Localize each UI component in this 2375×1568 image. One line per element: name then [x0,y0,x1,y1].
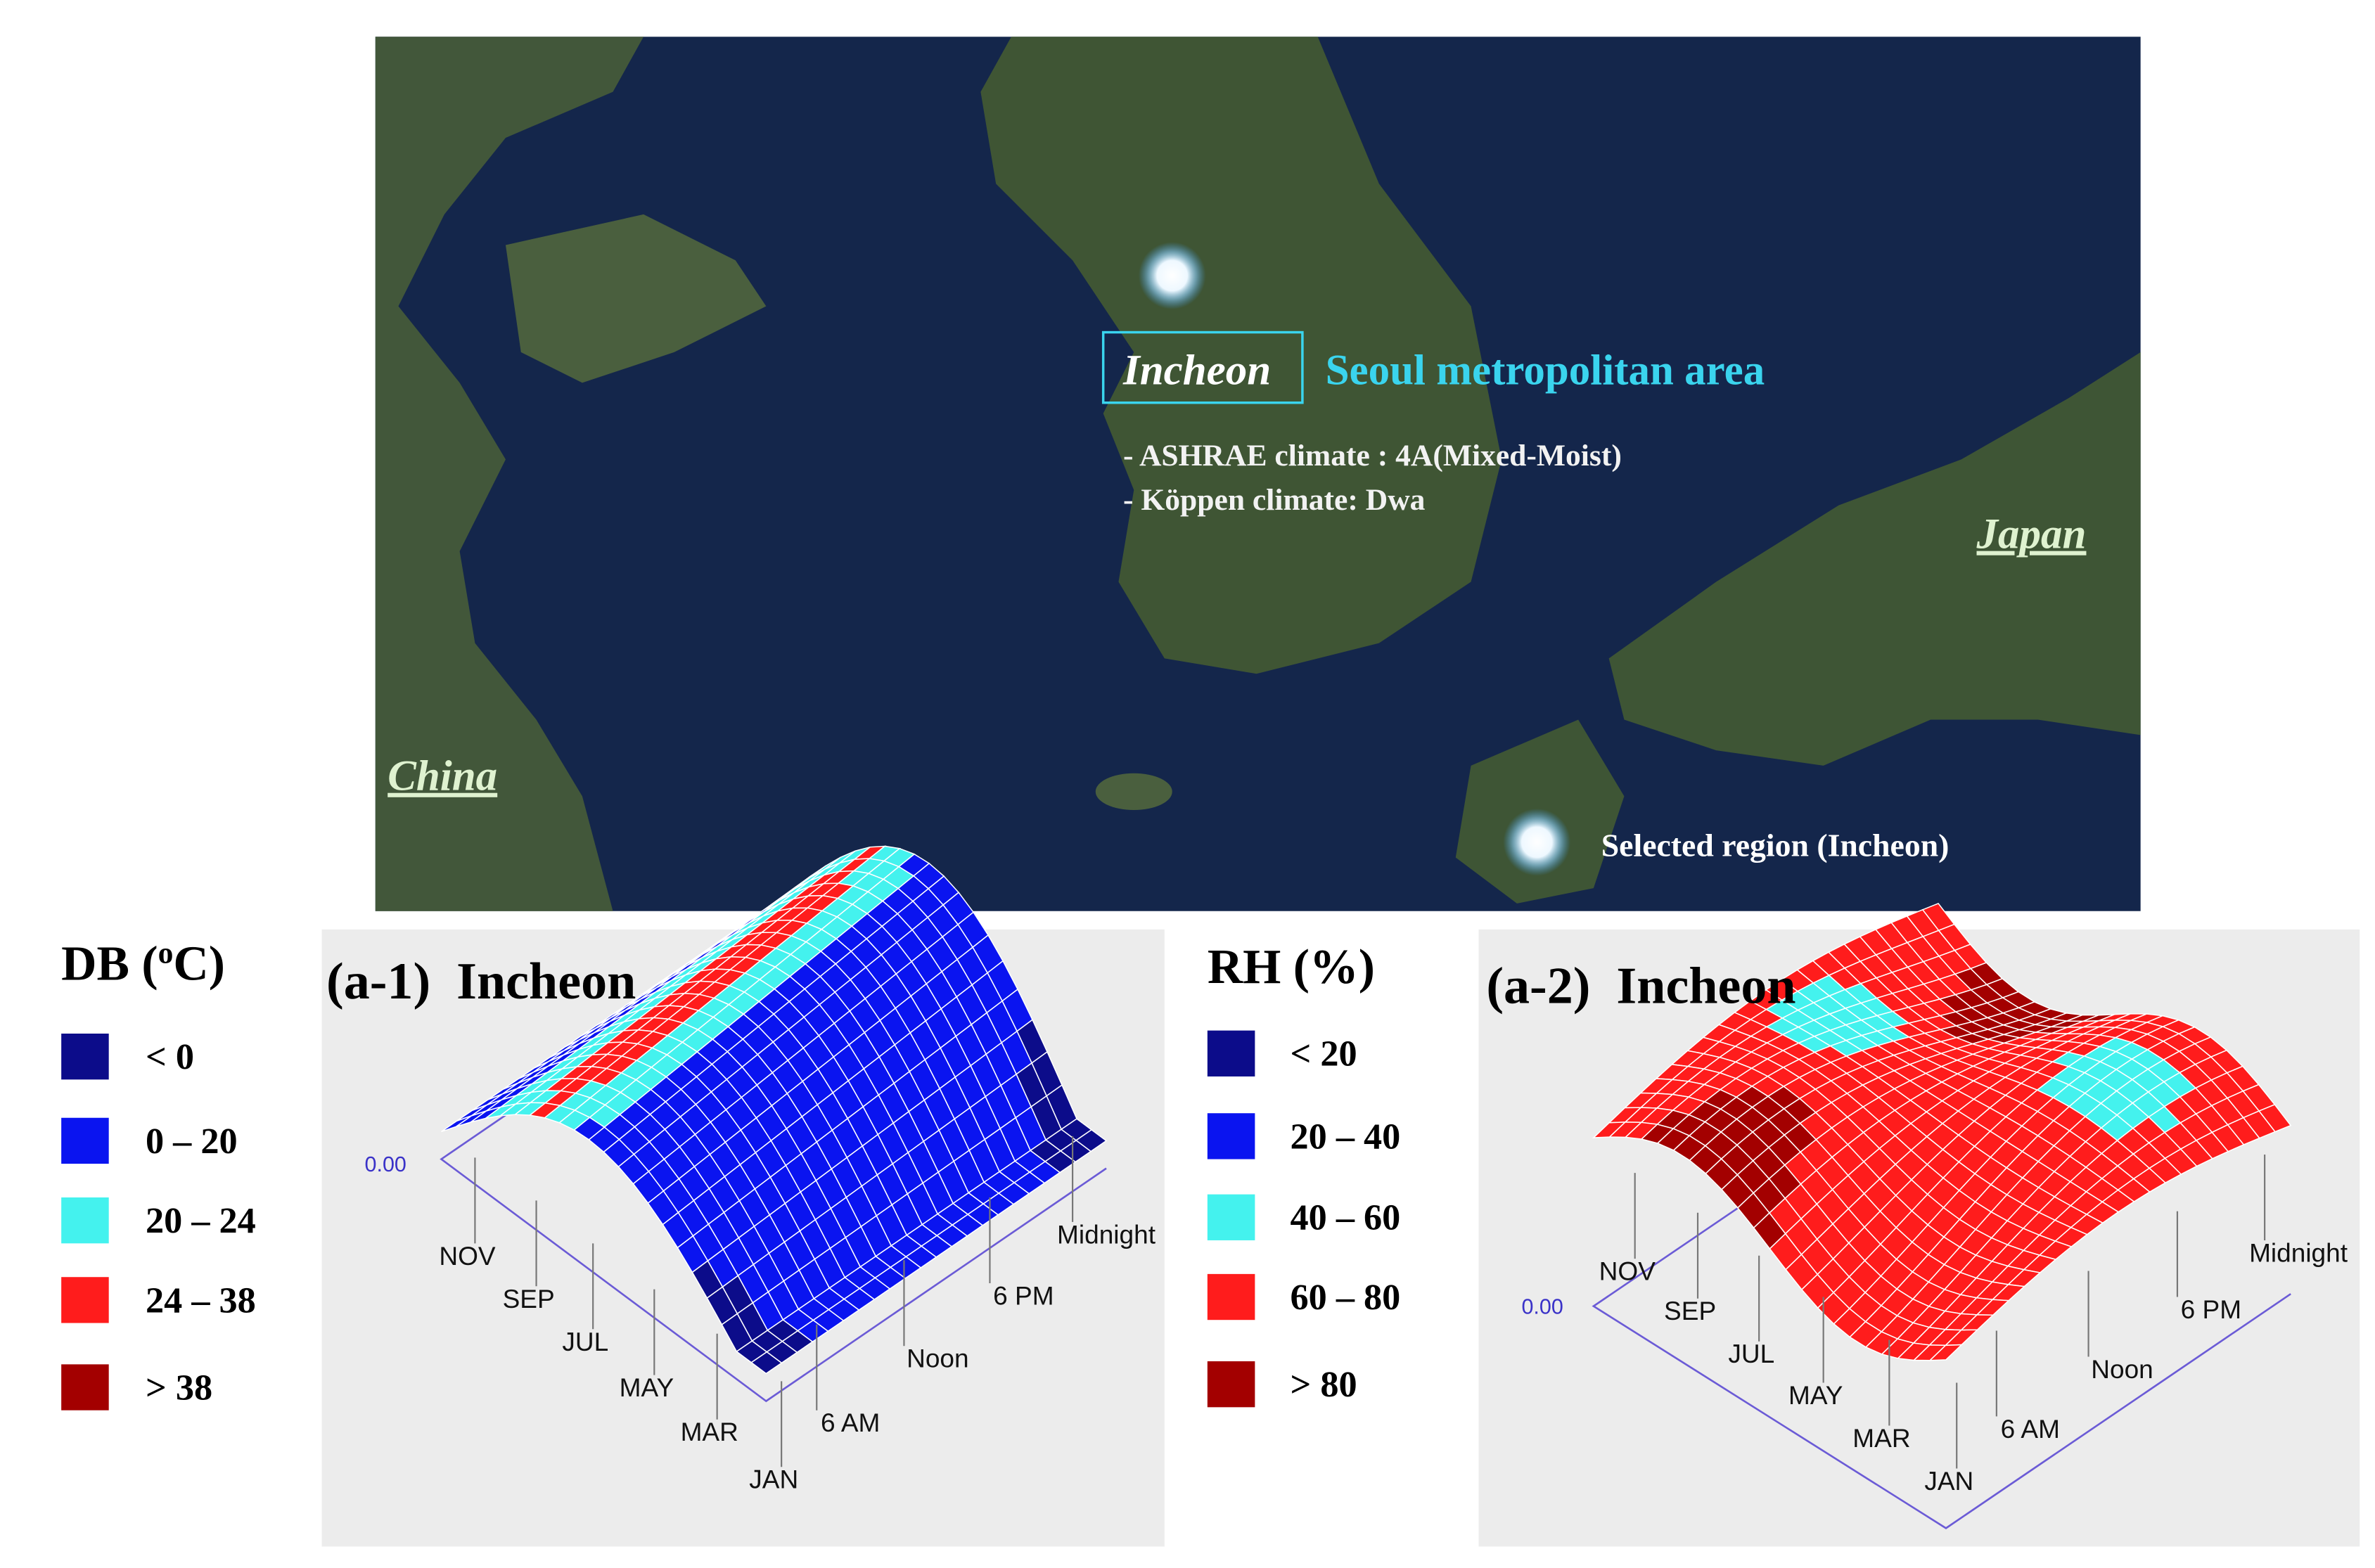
month-label: MAR [1852,1423,1910,1453]
hour-label: Midnight [2249,1238,2348,1267]
legend-label: 0 – 20 [146,1121,238,1162]
month-label: NOV [1599,1257,1656,1286]
legend-swatch [1207,1273,1255,1320]
month-label: SEP [1664,1296,1716,1325]
incheon-box [1101,330,1304,404]
shandong [505,214,767,383]
surface [440,845,1108,1403]
legend-title-part: o [158,937,174,970]
zero-label: 0.00 [365,1152,406,1176]
legend-swatch [1207,1113,1255,1159]
legend-swatch [1207,1361,1255,1408]
legend-title-part: RH (%) [1208,940,1375,994]
selected-label: Selected region (Incheon) [1601,827,1950,863]
legend-label: > 80 [1290,1364,1357,1405]
plot-title: (a-1) Incheon [326,953,636,1010]
legend-title-part: DB ( [61,937,158,991]
surface-cell [750,1351,783,1375]
china-label: China [388,753,497,800]
legend-label: 20 – 24 [146,1200,256,1241]
marker-incheon [1138,242,1206,309]
month-label: MAY [620,1373,674,1402]
legend-label: > 38 [146,1367,212,1408]
map: Incheon Seoul metropolitan area - ASHRAE… [375,37,2141,911]
month-label: JUL [1728,1339,1774,1368]
month-label: MAR [681,1417,738,1446]
month-label: MAY [1788,1380,1843,1410]
legend-label: 60 – 80 [1290,1277,1400,1318]
legend-label: 40 – 60 [1290,1197,1400,1238]
china-land [375,37,644,911]
hour-label: Noon [2091,1354,2153,1384]
legend-label: < 0 [146,1036,194,1077]
marker-legend [1503,808,1571,876]
japan-label: Japan [1976,511,2087,558]
month-label: JUL [562,1327,608,1356]
legend-title: DB (oC) [61,937,225,991]
hour-label: Noon [907,1344,969,1373]
legend-title-part: C) [173,937,225,991]
legend-swatch [61,1117,109,1164]
surface-cell [1928,1344,1964,1361]
incheon-label: Incheon [1122,347,1271,394]
legend-swatch [61,1033,109,1080]
month-label: JAN [749,1465,798,1494]
legend-title: RH (%) [1208,940,1375,994]
zero-label: 0.00 [1521,1295,1563,1319]
hour-label: 6 AM [2001,1414,2060,1444]
legend-swatch [1207,1194,1255,1240]
surface [1592,902,2292,1529]
area-label: Seoul metropolitan area [1326,347,1765,394]
hour-label: Midnight [1057,1219,1156,1249]
koppen-label: - Köppen climate: Dwa [1123,483,1426,517]
legend-label: 20 – 40 [1290,1116,1400,1157]
hour-label: 6 PM [993,1280,1054,1310]
month-label: NOV [439,1241,496,1271]
legend-swatch [1207,1030,1255,1077]
japan-land [1608,352,2141,766]
legend-swatch [61,1197,109,1244]
plot-title: (a-2) Incheon [1486,957,1795,1015]
hour-label: 6 AM [821,1408,880,1437]
month-label: JAN [1924,1466,1973,1496]
jeju [1095,773,1172,811]
korea-land [980,37,1502,674]
legend-label: 24 – 38 [146,1280,256,1320]
hour-label: 6 PM [2181,1294,2241,1324]
legend-label: < 20 [1290,1034,1357,1074]
legend-swatch [61,1364,109,1410]
ashrae-label: - ASHRAE climate : 4A(Mixed-Moist) [1123,439,1622,473]
legend-swatch [61,1277,109,1323]
month-label: SEP [503,1284,555,1313]
